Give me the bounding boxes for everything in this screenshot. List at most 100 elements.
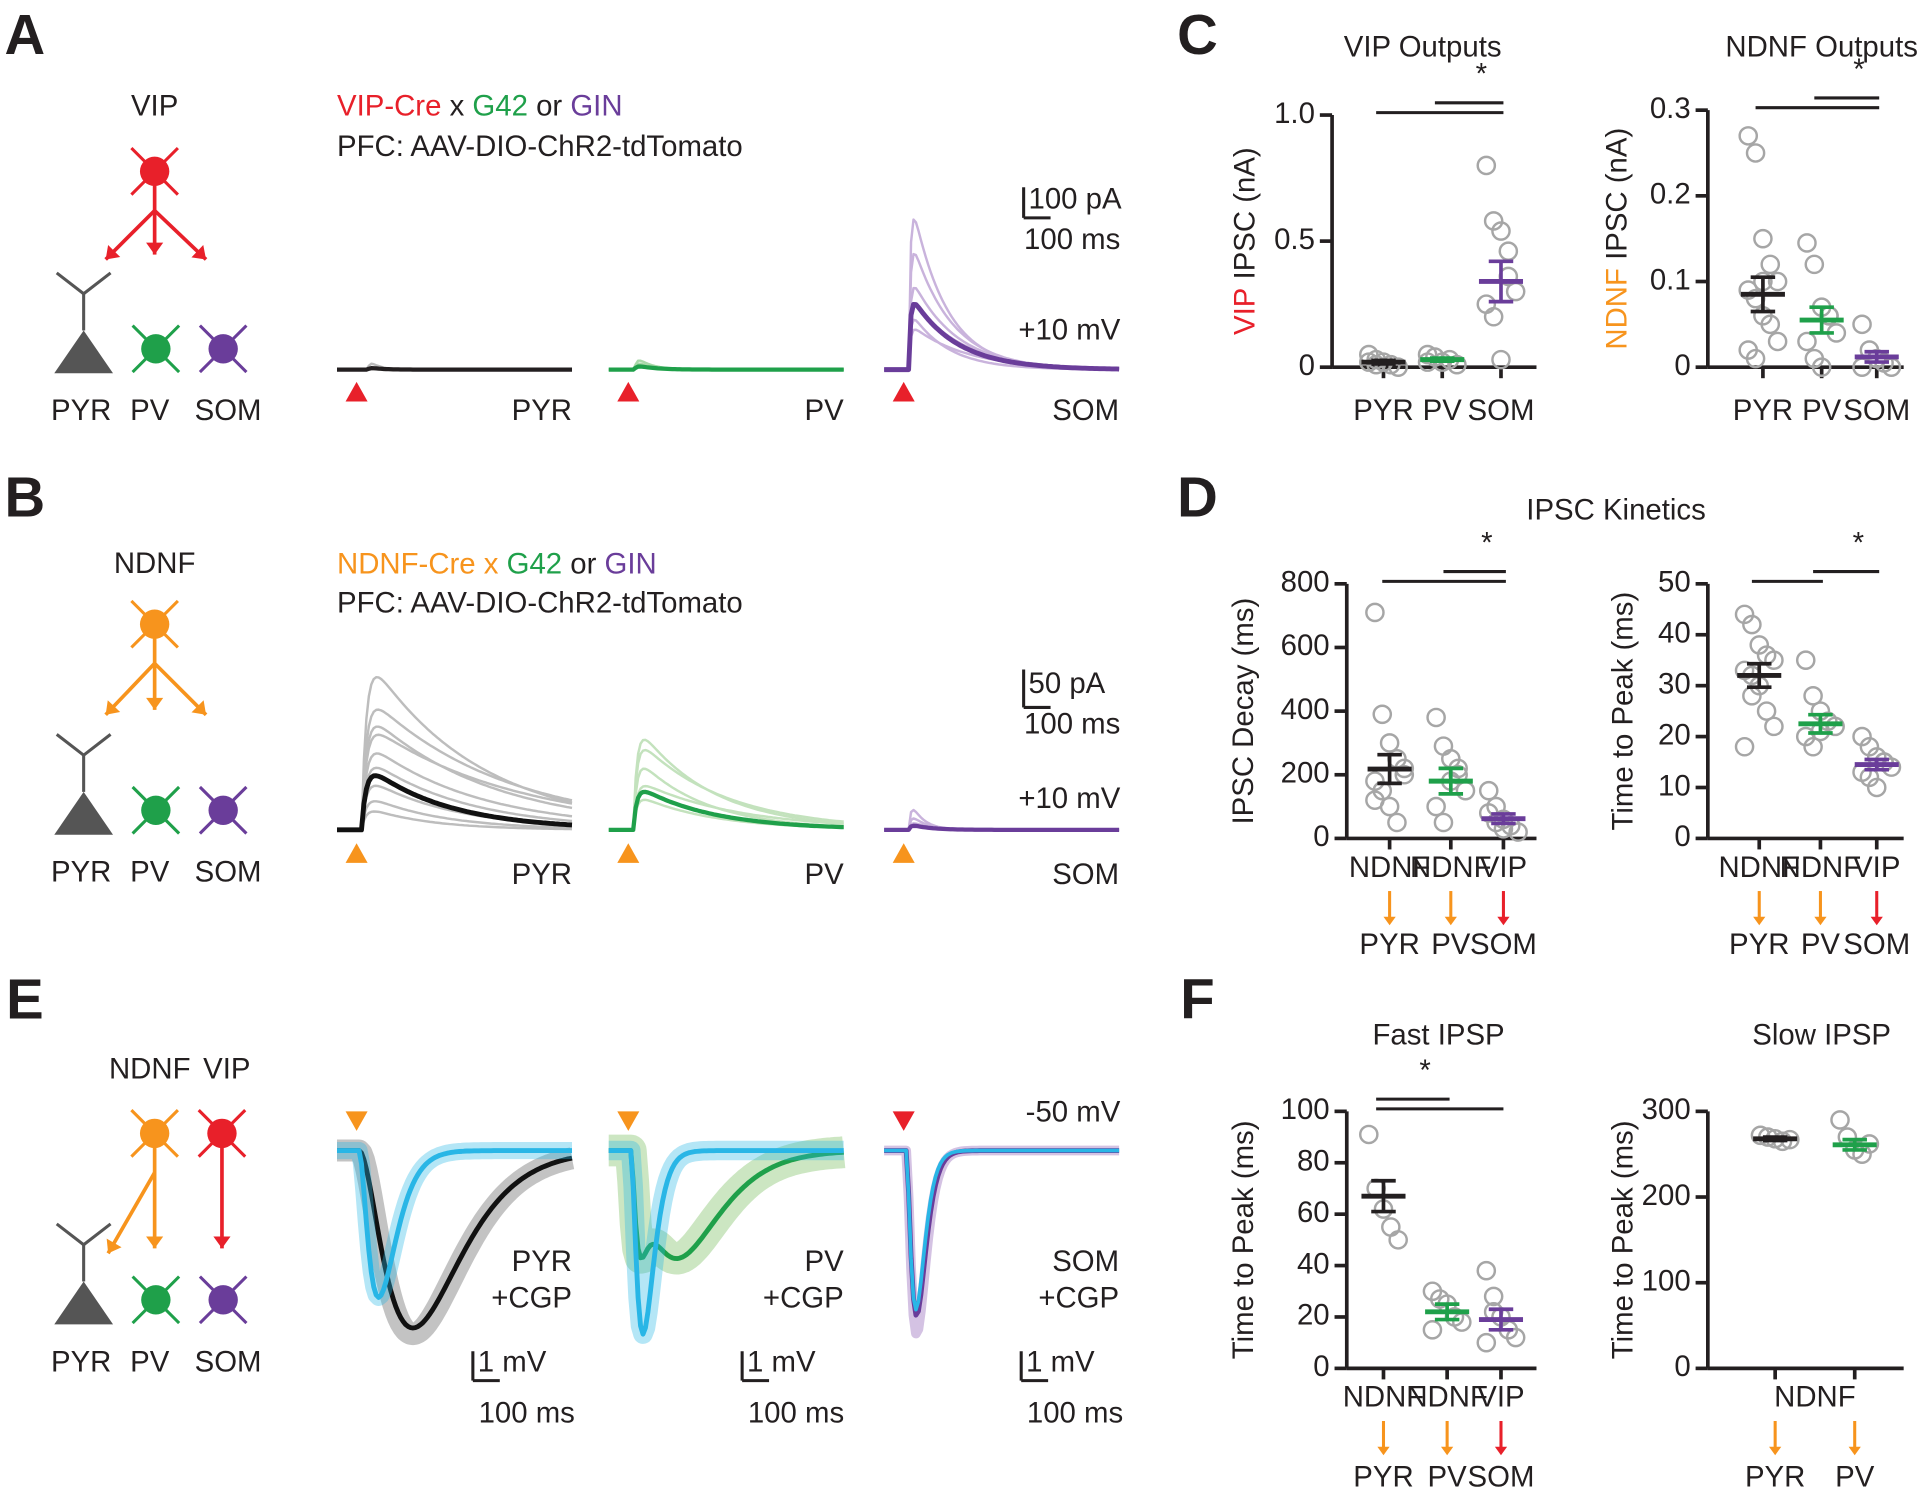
data-point xyxy=(1764,650,1784,670)
data-point xyxy=(1738,126,1759,146)
y-tick-label: 100 xyxy=(1281,1093,1330,1126)
trace-label: SOM xyxy=(1052,858,1119,891)
trace xyxy=(608,1148,844,1337)
data-point xyxy=(1388,1230,1408,1250)
pyramidal-cell xyxy=(54,330,114,374)
text-part: VIP xyxy=(1228,288,1261,335)
text-part: or xyxy=(562,547,604,580)
data-point xyxy=(1478,780,1499,801)
data-point xyxy=(1388,357,1408,377)
scale-label: 1 mV xyxy=(478,1345,547,1378)
neuron xyxy=(141,334,171,364)
trace-label: SOM xyxy=(1052,1245,1119,1278)
trace xyxy=(337,1148,573,1331)
synapse xyxy=(1870,916,1883,926)
x-tick-label: PV xyxy=(1835,1460,1875,1492)
data-point xyxy=(1365,602,1385,623)
pyramidal-cell xyxy=(54,1281,114,1325)
stimulus xyxy=(617,381,640,402)
y-tick-label: 800 xyxy=(1281,566,1330,599)
synapse xyxy=(1383,916,1396,926)
scale-label: 100 pA xyxy=(1029,182,1122,215)
x-tick-label: PYR xyxy=(1733,394,1793,427)
scale-label: 50 pA xyxy=(1029,667,1106,700)
injection: PFC: AAV-DIO-ChR2-tdTomato xyxy=(337,130,743,163)
trace-label: PV xyxy=(805,394,845,427)
neuron xyxy=(207,1118,237,1149)
dendrite xyxy=(82,1222,112,1246)
axon xyxy=(153,662,208,717)
y-tick-label: 30 xyxy=(1658,667,1691,700)
chart-title: Slow IPSP xyxy=(1752,1018,1891,1051)
x-tick-label: PV xyxy=(1801,928,1841,961)
pyramidal-cell xyxy=(54,791,114,835)
stimulus xyxy=(617,843,640,863)
data-point xyxy=(1372,704,1393,725)
scale-label: 1 mV xyxy=(747,1345,816,1378)
trace-label: SOM xyxy=(1052,394,1119,427)
presynaptic-label: VIP xyxy=(203,1053,250,1086)
trace xyxy=(337,766,573,832)
y-axis-label: Time to Peak (ms) xyxy=(1606,592,1639,831)
trace xyxy=(608,1148,844,1262)
y-axis-label: Time to Peak (ms) xyxy=(1606,1121,1639,1360)
y-tick-label: 200 xyxy=(1642,1179,1691,1212)
cell-label: PV xyxy=(130,856,170,889)
scale-label: 100 ms xyxy=(479,1397,575,1430)
x-tick-label: SOM xyxy=(1470,928,1537,961)
synapse xyxy=(1848,1446,1861,1456)
data-point xyxy=(1433,812,1454,833)
holding-potential: +10 mV xyxy=(1018,782,1120,815)
neuron xyxy=(141,1285,171,1315)
data-point xyxy=(1483,1286,1504,1307)
y-tick-label: 100 xyxy=(1642,1264,1691,1297)
y-tick-label: 0.3 xyxy=(1650,92,1691,125)
data-point xyxy=(1795,650,1816,670)
trace-label: PV xyxy=(805,858,845,891)
stimulus xyxy=(345,843,368,863)
data-point xyxy=(1394,764,1415,785)
data-point xyxy=(1742,614,1762,635)
text-part: G42 xyxy=(507,547,563,580)
trace-label: PYR xyxy=(512,1245,572,1278)
data-point xyxy=(1387,812,1407,833)
stimulus xyxy=(345,1111,368,1131)
text-part: or xyxy=(528,89,570,122)
neuron xyxy=(208,1285,238,1315)
cell-label: PYR xyxy=(51,1345,111,1378)
y-tick-label: 0.1 xyxy=(1650,263,1691,296)
y-axis-label: Time to Peak (ms) xyxy=(1227,1121,1260,1360)
data-point xyxy=(1852,314,1872,335)
source-label: VIP xyxy=(1853,851,1900,884)
trace-label: PYR xyxy=(512,858,572,891)
synapse xyxy=(191,700,207,715)
trace-label: +CGP xyxy=(491,1282,572,1315)
synapse xyxy=(213,1236,231,1249)
source-label: NDNF xyxy=(1774,1381,1856,1414)
significance-label: * xyxy=(1853,53,1864,86)
neuron xyxy=(139,609,170,639)
y-tick-label: 10 xyxy=(1658,769,1691,802)
data-point xyxy=(1797,233,1817,253)
trace xyxy=(884,301,1120,373)
x-tick-label: PYR xyxy=(1359,928,1419,961)
x-tick-label: SOM xyxy=(1468,1460,1535,1492)
text-part: NDNF xyxy=(1600,268,1633,350)
presynaptic-label: NDNF xyxy=(114,547,196,580)
data-point xyxy=(1803,736,1823,757)
data-point xyxy=(1433,736,1454,756)
y-tick-label: 0 xyxy=(1313,820,1329,853)
trace xyxy=(337,752,573,832)
y-tick-label: 1.0 xyxy=(1274,97,1315,130)
trace xyxy=(337,366,573,372)
synapse xyxy=(146,1236,164,1249)
data-point xyxy=(1745,348,1766,369)
synapse xyxy=(105,244,121,260)
trace xyxy=(337,1148,573,1300)
synapse xyxy=(1814,916,1827,926)
dendrite xyxy=(55,1222,85,1246)
data-point xyxy=(1491,221,1511,241)
dendrite xyxy=(82,271,112,295)
stimulus xyxy=(892,843,915,863)
